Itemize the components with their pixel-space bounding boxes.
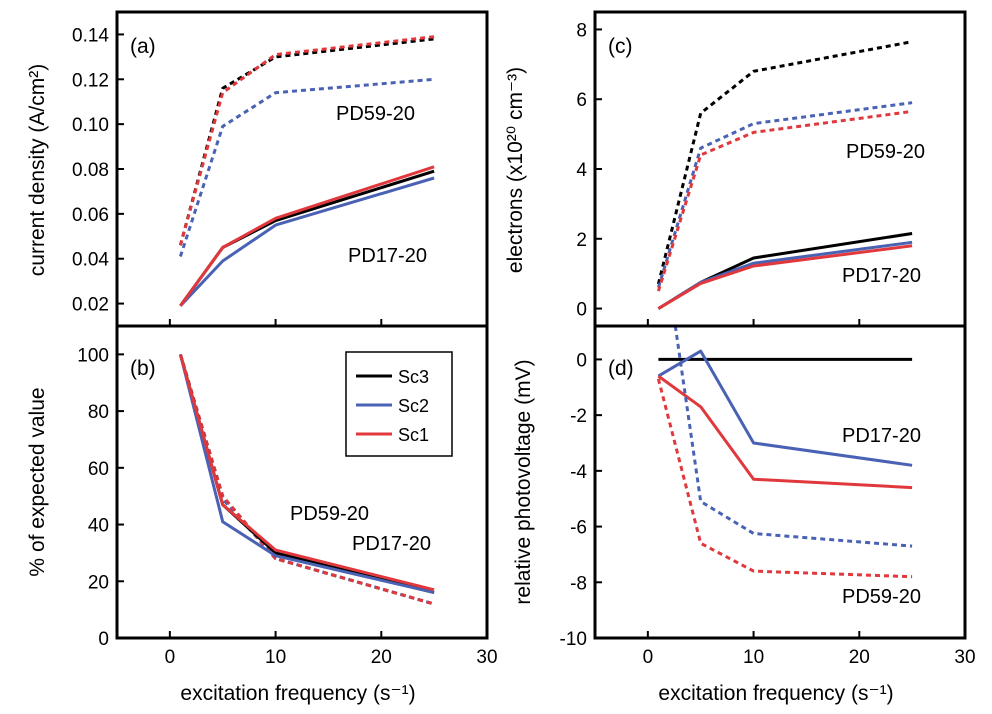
annotation-c-pd17: PD17-20 <box>842 265 921 287</box>
annotation-d-pd17: PD17-20 <box>842 425 921 447</box>
ylabel-d: relative photovoltage (mV) <box>512 359 535 604</box>
annotation-a-pd17: PD17-20 <box>348 245 427 267</box>
series-d-sc1-pd59-20 <box>656 378 913 579</box>
series-a-sc1-pd17-20 <box>179 165 435 307</box>
ytick-label-d-1: -8 <box>570 573 587 594</box>
series-b-sc2-pd17-20 <box>178 354 435 595</box>
series-group-a <box>178 35 435 307</box>
ytick-label-a-5: 0.12 <box>72 70 109 91</box>
series-d-sc2-pd17-20 <box>657 349 913 467</box>
panel-b: 0 20 40 60 80 100 0 10 20 30 <box>77 324 498 668</box>
legend-label-sc3: Sc3 <box>398 367 429 387</box>
panel-c: 0 2 4 6 8 <box>576 10 967 328</box>
frame-b <box>115 324 489 640</box>
ytick-label-c-2: 4 <box>576 160 587 181</box>
ytick-label-d-3: -4 <box>570 462 587 483</box>
ytick-label-c-4: 8 <box>576 20 587 41</box>
series-c-sc3-pd59-20 <box>656 40 913 285</box>
xtick-label-d-0: 0 <box>643 647 654 668</box>
legend-label-sc2: Sc2 <box>398 396 429 416</box>
xtick-label-d-2: 20 <box>849 647 870 668</box>
ylabel-c: electrons (x10²⁰ cm⁻³) <box>504 67 527 273</box>
xlabel-left: excitation frequency (s⁻¹) <box>180 682 415 705</box>
annotation-a-pd59: PD59-20 <box>336 103 415 125</box>
ytick-label-d-2: -6 <box>570 518 587 539</box>
series-group-c <box>656 40 913 310</box>
ytick-label-b-4: 80 <box>88 402 109 423</box>
annotation-b-pd17: PD17-20 <box>352 533 431 555</box>
ytick-label-d-4: -2 <box>570 406 587 427</box>
legend: Sc3 Sc2 Sc1 <box>345 351 453 457</box>
panel-label-d: (d) <box>608 357 634 380</box>
xtick-label-b-2: 20 <box>371 647 392 668</box>
ytick-label-c-1: 2 <box>576 230 587 251</box>
ytick-label-c-3: 6 <box>576 90 587 111</box>
frame-d <box>593 324 967 640</box>
ytick-label-b-5: 100 <box>77 345 109 366</box>
panels: 0.020.040.060.080.100.120.14020406080100… <box>72 10 976 668</box>
panel-label-b: (b) <box>130 357 156 380</box>
xtick-label-b-1: 10 <box>265 647 286 668</box>
ylabel-b: % of expected value <box>26 387 49 576</box>
ytick-label-a-2: 0.06 <box>72 205 109 226</box>
ytick-label-a-0: 0.02 <box>72 295 109 316</box>
panel-label-c: (c) <box>608 35 633 58</box>
series-group-d <box>656 326 913 579</box>
ytick-label-b-3: 60 <box>88 459 109 480</box>
ytick-label-a-6: 0.14 <box>72 25 109 46</box>
series-c-sc1-pd59-20 <box>656 109 913 292</box>
ylabel-a: current density (A/cm²) <box>26 64 49 276</box>
series-c-sc1-pd17-20 <box>657 244 913 310</box>
ytick-label-a-3: 0.08 <box>72 160 109 181</box>
series-group-b <box>178 353 435 606</box>
ytick-label-d-0: -10 <box>560 629 587 650</box>
series-d-sc2-pd59-20 <box>673 326 913 548</box>
panel-d: -10 -8 -6 -4 -2 0 0 10 20 30 <box>560 324 976 668</box>
xlabel-right: excitation frequency (s⁻¹) <box>658 682 893 705</box>
panel-label-a: (a) <box>130 35 156 58</box>
series-a-sc2-pd59-20 <box>178 77 435 257</box>
xtick-label-d-1: 10 <box>743 647 764 668</box>
annotation-b-pd59: PD59-20 <box>290 503 369 525</box>
legend-label-sc1: Sc1 <box>398 425 429 445</box>
xtick-label-b-3: 30 <box>476 647 497 668</box>
xtick-label-b-0: 0 <box>165 647 176 668</box>
ytick-label-b-2: 40 <box>88 516 109 537</box>
ytick-label-b-0: 0 <box>98 629 109 650</box>
ytick-label-c-0: 0 <box>576 300 587 321</box>
annotation-c-pd59: PD59-20 <box>846 141 925 163</box>
series-a-sc2-pd17-20 <box>179 176 435 307</box>
series-a-sc1-pd59-20 <box>178 35 435 246</box>
ytick-label-a-4: 0.10 <box>72 115 109 136</box>
annotation-d-pd59: PD59-20 <box>842 586 921 608</box>
ytick-label-b-1: 20 <box>88 572 109 593</box>
series-b-sc1-pd17-20 <box>178 353 435 592</box>
series-c-sc2-pd59-20 <box>656 101 913 289</box>
ytick-label-d-5: 0 <box>576 350 587 371</box>
series-a-sc3-pd17-20 <box>179 169 435 307</box>
panel-a: 0.02 0.04 0.06 0.08 0.10 0.12 0.14 <box>72 10 489 328</box>
series-d-sc1-pd17-20 <box>657 374 913 490</box>
xtick-label-d-3: 30 <box>954 647 975 668</box>
ytick-label-a-1: 0.04 <box>72 250 109 271</box>
